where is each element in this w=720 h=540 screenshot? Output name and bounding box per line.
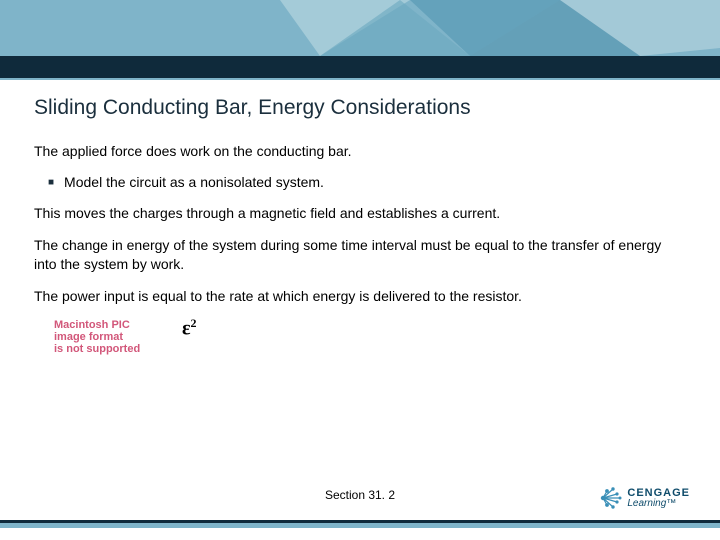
- slide-title: Sliding Conducting Bar, Energy Considera…: [34, 96, 686, 120]
- image-error-line3: is not supported: [54, 343, 686, 355]
- paragraph-1: The applied force does work on the condu…: [34, 142, 686, 160]
- logo-burst-icon: [599, 486, 623, 510]
- logo-text-bottom: Learning™: [627, 499, 690, 509]
- equation-exponent: 2: [191, 316, 197, 330]
- paragraph-4: The power input is equal to the rate at …: [34, 287, 686, 305]
- image-error-line2: image format: [54, 331, 686, 343]
- image-error-line1: Macintosh PIC: [54, 319, 686, 331]
- bullet-marker: ■: [48, 177, 54, 190]
- paragraph-2: This moves the charges through a magneti…: [34, 204, 686, 222]
- logo-text: CENGAGE Learning™: [627, 488, 690, 509]
- paragraph-3: The change in energy of the system durin…: [34, 236, 686, 272]
- equation-epsilon: ε2: [182, 317, 197, 340]
- image-error-placeholder: Macintosh PIC image format is not suppor…: [54, 319, 686, 355]
- bullet-text-1: Model the circuit as a nonisolated syste…: [64, 174, 324, 190]
- bullet-item-1: ■ Model the circuit as a nonisolated sys…: [48, 174, 686, 190]
- footer-light-bar: [0, 523, 720, 528]
- header-dark-bar: [0, 56, 720, 78]
- content-area: Sliding Conducting Bar, Energy Considera…: [34, 96, 686, 355]
- equation-symbol: ε: [182, 318, 191, 340]
- cengage-logo: CENGAGE Learning™: [599, 486, 690, 510]
